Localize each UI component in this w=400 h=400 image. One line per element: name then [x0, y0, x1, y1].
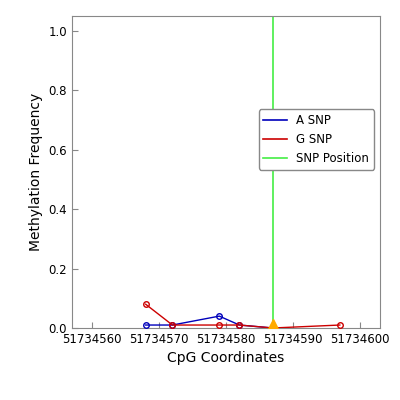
- X-axis label: CpG Coordinates: CpG Coordinates: [167, 352, 285, 366]
- Y-axis label: Methylation Frequency: Methylation Frequency: [29, 93, 43, 251]
- Legend: A SNP, G SNP, SNP Position: A SNP, G SNP, SNP Position: [259, 109, 374, 170]
